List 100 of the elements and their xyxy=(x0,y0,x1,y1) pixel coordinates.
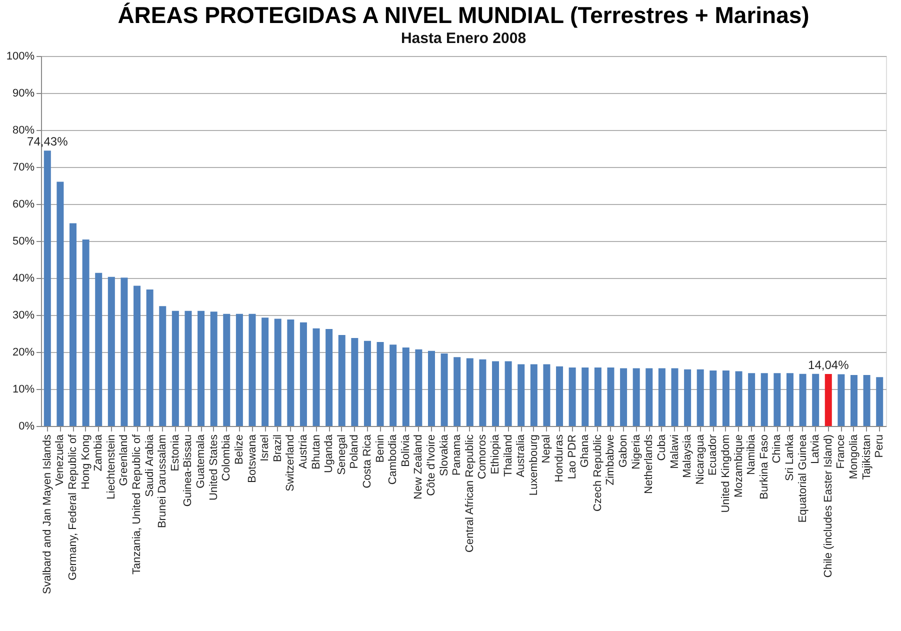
bar xyxy=(146,289,154,426)
x-tick-label: Nepal xyxy=(540,434,553,464)
bar xyxy=(632,368,640,426)
data-label: 74,43% xyxy=(27,134,68,149)
bar xyxy=(568,368,576,426)
x-tick-label: Peru xyxy=(874,434,886,458)
bar xyxy=(620,368,628,426)
bar xyxy=(863,374,870,426)
bar xyxy=(799,374,806,426)
x-tick-label: Thailand xyxy=(502,434,514,477)
x-tick-label: Ghana xyxy=(579,434,592,468)
bar xyxy=(312,328,320,426)
x-tick-label: Mongolia xyxy=(848,434,860,480)
x-tick-label: Costa Rica xyxy=(361,434,374,488)
x-tick-label: Panama xyxy=(451,434,464,476)
chart-title: ÁREAS PROTEGIDAS A NIVEL MUNDIAL (Terrestres + Marinas) xyxy=(118,2,810,28)
bar xyxy=(594,368,602,426)
bar xyxy=(646,368,653,426)
bar xyxy=(582,368,589,426)
bar xyxy=(454,357,461,426)
bar xyxy=(696,369,704,426)
bar xyxy=(236,314,243,426)
x-tick-label: Central African Republic xyxy=(464,434,476,553)
bar xyxy=(530,364,538,426)
bar xyxy=(262,318,269,426)
x-tick-label: Malaysia xyxy=(682,434,694,478)
x-tick-label: Tajikistan xyxy=(860,434,873,480)
x-tick-label: Latvia xyxy=(810,434,822,464)
bar xyxy=(134,286,141,426)
x-tick-label: Czech Republic xyxy=(592,434,604,512)
x-tick-label: Namibia xyxy=(746,434,758,475)
bar xyxy=(479,359,486,426)
bar xyxy=(198,310,205,426)
x-tick-label: Netherlands xyxy=(643,434,656,494)
x-tick-label: Malawi xyxy=(668,434,681,469)
y-tick-label: 20% xyxy=(12,346,35,358)
bar xyxy=(402,348,410,426)
bar xyxy=(70,223,77,426)
y-tick-label: 100% xyxy=(6,50,35,62)
bar xyxy=(223,314,230,426)
x-tick-label: Ecuador xyxy=(707,434,720,476)
y-tick-label: 30% xyxy=(12,310,35,322)
bar xyxy=(287,319,294,426)
bar xyxy=(671,368,678,426)
x-tick-label: Burkina Faso xyxy=(758,434,770,500)
bar xyxy=(850,374,858,426)
bar xyxy=(300,322,307,426)
x-tick-label: Equatorial Guinea xyxy=(796,434,809,523)
chart-subtitle: Hasta Enero 2008 xyxy=(400,30,526,47)
x-tick-label: Australia xyxy=(515,434,528,478)
x-tick-label: Benin xyxy=(374,434,386,463)
x-tick-label: Greenland xyxy=(118,434,130,486)
x-tick-label: Guatemala xyxy=(195,434,208,488)
x-tick-label: Comoros xyxy=(476,434,489,480)
y-tick-label: 50% xyxy=(12,236,35,248)
x-tick-label: Colombia xyxy=(220,434,233,481)
x-tick-label: New Zealand xyxy=(412,434,425,500)
x-tick-label: Hong Kong xyxy=(80,434,92,490)
x-tick-label: Honduras xyxy=(554,434,566,482)
bar xyxy=(607,368,614,426)
bar xyxy=(338,334,346,426)
x-tick-label: Nigeria xyxy=(630,434,642,470)
bar xyxy=(428,350,435,426)
x-tick-label: Estonia xyxy=(169,434,182,472)
x-tick-label: Cambodia xyxy=(387,434,400,485)
bar xyxy=(492,361,500,426)
bar xyxy=(838,374,845,426)
x-tick-label: Bolivia xyxy=(400,434,412,467)
x-tick-label: Brazil xyxy=(272,434,284,462)
x-tick-label: Gabon xyxy=(618,434,630,468)
bar xyxy=(543,364,550,426)
x-tick-label: Liechtenstein xyxy=(105,434,118,500)
bar xyxy=(812,374,820,426)
x-tick-label: Luxembourg xyxy=(528,434,540,496)
x-tick-label: Zimbabwe xyxy=(604,434,617,486)
x-tick-label: Bhutan xyxy=(310,434,322,470)
x-tick-label: Germany, Federal Republic of xyxy=(67,434,80,580)
x-tick-label: Poland xyxy=(348,434,361,469)
bar xyxy=(748,373,756,426)
x-tick-label: Switzerland xyxy=(284,434,297,492)
bar xyxy=(786,373,794,426)
x-tick-label: Lao PDR xyxy=(566,434,578,480)
x-tick-label: Sri Lanka xyxy=(784,434,796,481)
x-tick-label: Belize xyxy=(233,434,246,464)
x-tick-label: Nicaragua xyxy=(694,434,706,485)
bar xyxy=(722,370,730,426)
bar xyxy=(376,342,384,426)
y-tick-label: 40% xyxy=(12,272,35,284)
bar xyxy=(774,373,781,426)
x-tick-label: Côte d'Ivoire xyxy=(425,434,438,496)
bar xyxy=(82,240,90,426)
x-tick-label: Austria xyxy=(297,434,310,469)
x-tick-label: United Kingdom xyxy=(720,434,732,513)
bar xyxy=(415,349,422,426)
x-tick-label: Guinea-Bissau xyxy=(182,434,194,507)
x-tick-label: Zambia xyxy=(92,434,105,472)
x-tick-label: United States xyxy=(208,434,220,501)
bar xyxy=(440,353,448,426)
x-tick-label: Botswana xyxy=(246,434,258,483)
data-label: 14,04% xyxy=(808,358,850,372)
